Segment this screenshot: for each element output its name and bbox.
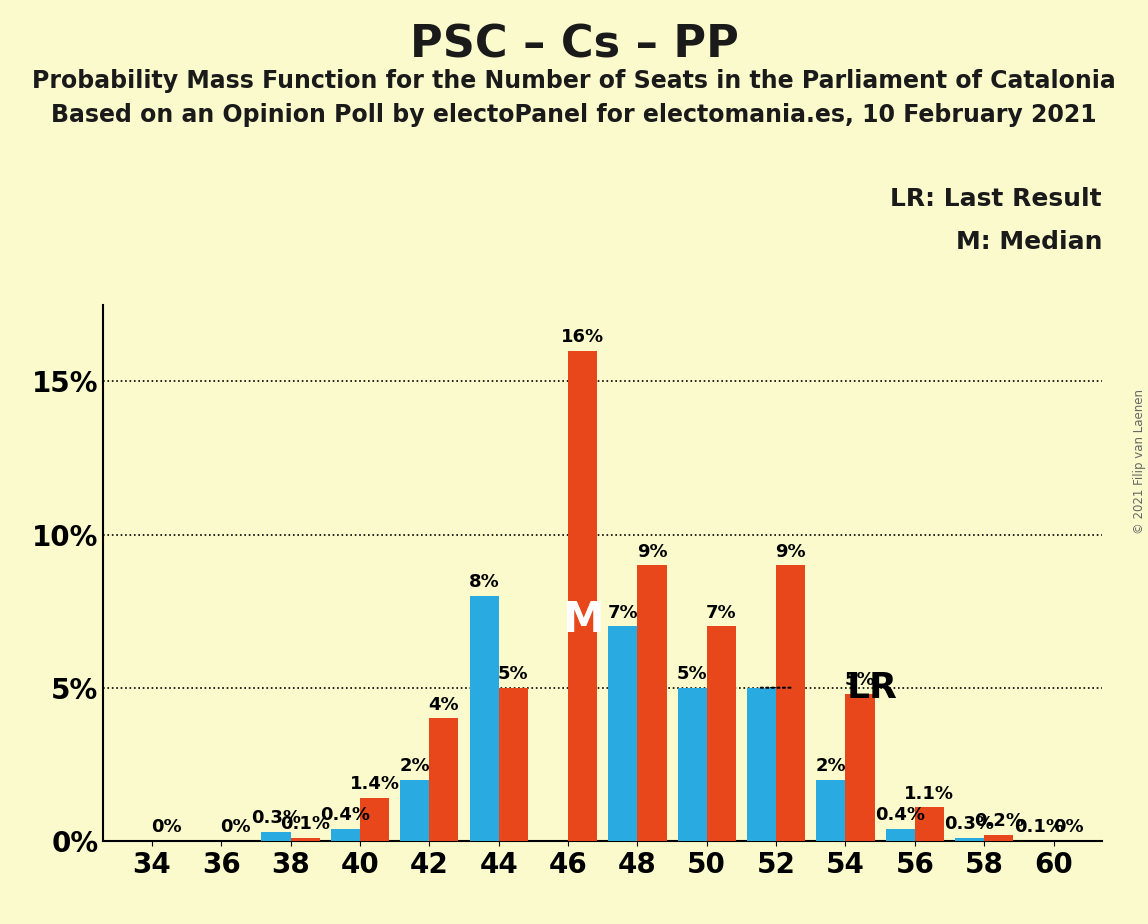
Text: Probability Mass Function for the Number of Seats in the Parliament of Catalonia: Probability Mass Function for the Number… <box>32 69 1116 93</box>
Text: 0%: 0% <box>152 819 181 836</box>
Bar <box>747 687 776 841</box>
Text: 16%: 16% <box>561 328 604 346</box>
Text: 5%: 5% <box>498 665 528 683</box>
Bar <box>401 780 429 841</box>
Text: 8%: 8% <box>468 573 499 591</box>
Text: 0.1%: 0.1% <box>280 815 331 833</box>
Text: 2%: 2% <box>400 757 430 775</box>
Text: 0.1%: 0.1% <box>1014 819 1064 836</box>
Text: M: Median: M: Median <box>955 230 1102 254</box>
Bar <box>776 565 805 841</box>
Bar <box>984 834 1014 841</box>
Bar <box>331 829 360 841</box>
Text: PSC – Cs – PP: PSC – Cs – PP <box>410 23 738 67</box>
Text: 0.3%: 0.3% <box>251 809 301 827</box>
Text: 7%: 7% <box>706 604 737 622</box>
Bar <box>262 832 290 841</box>
Text: © 2021 Filip van Laenen: © 2021 Filip van Laenen <box>1133 390 1146 534</box>
Bar <box>816 780 845 841</box>
Text: 0%: 0% <box>1053 819 1084 836</box>
Bar <box>568 351 597 841</box>
Bar <box>290 838 319 841</box>
Text: 2%: 2% <box>815 757 846 775</box>
Text: 0.3%: 0.3% <box>945 815 994 833</box>
Bar <box>429 718 458 841</box>
Text: Based on an Opinion Poll by electoPanel for electomania.es, 10 February 2021: Based on an Opinion Poll by electoPanel … <box>52 103 1096 128</box>
Text: 7%: 7% <box>607 604 638 622</box>
Text: 0.2%: 0.2% <box>974 812 1024 830</box>
Bar <box>955 838 984 841</box>
Bar <box>637 565 667 841</box>
Text: 9%: 9% <box>775 542 806 561</box>
Bar <box>360 798 389 841</box>
Text: LR: LR <box>847 671 898 705</box>
Text: 1.4%: 1.4% <box>349 775 400 794</box>
Bar <box>498 687 528 841</box>
Text: 1.1%: 1.1% <box>905 784 954 803</box>
Bar <box>915 808 944 841</box>
Bar <box>608 626 637 841</box>
Text: LR: Last Result: LR: Last Result <box>891 187 1102 211</box>
Text: 4%: 4% <box>428 696 459 713</box>
Text: 9%: 9% <box>637 542 667 561</box>
Bar <box>470 596 498 841</box>
Text: 5%: 5% <box>845 671 875 689</box>
Bar <box>707 626 736 841</box>
Text: M: M <box>561 600 604 641</box>
Text: 0.4%: 0.4% <box>320 806 371 824</box>
Text: 0.4%: 0.4% <box>875 806 925 824</box>
Text: 0%: 0% <box>220 819 251 836</box>
Bar <box>677 687 707 841</box>
Bar <box>885 829 915 841</box>
Bar <box>845 694 875 841</box>
Text: 5%: 5% <box>677 665 707 683</box>
